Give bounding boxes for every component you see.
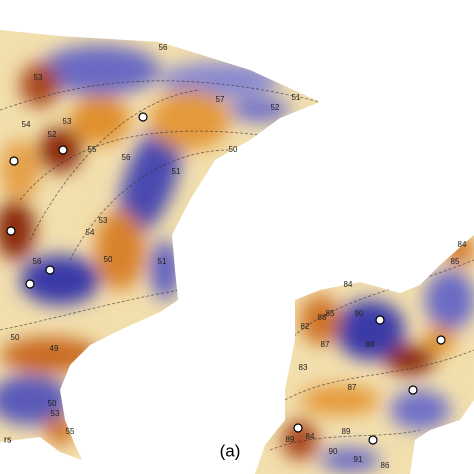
contour-label: 54 xyxy=(22,120,31,129)
contour-label: 51 xyxy=(158,257,167,266)
contour-label: 89 xyxy=(286,435,295,444)
panel-label: (a) xyxy=(220,441,241,460)
contour-label: 86 xyxy=(381,461,390,470)
contour-label: 84 xyxy=(458,240,467,249)
contour-label: 89 xyxy=(342,427,351,436)
site-marker xyxy=(6,226,16,236)
contour-label: 50 xyxy=(48,399,57,408)
contour-label: 54 xyxy=(86,228,95,237)
contour-label: 90 xyxy=(355,309,364,318)
site-marker xyxy=(408,385,418,395)
site-marker xyxy=(375,315,385,325)
contour-label: 87 xyxy=(321,340,330,349)
contour-label: 51 xyxy=(292,93,301,102)
contour-label: 85 xyxy=(326,309,335,318)
contour-label: 52 xyxy=(271,103,280,112)
site-marker xyxy=(293,423,303,433)
contour-label: 57 xyxy=(216,95,225,104)
site-marker xyxy=(45,265,55,275)
contour-label: 50 xyxy=(104,255,113,264)
contour-label: 55 xyxy=(88,145,97,154)
contour-label: 88 xyxy=(366,340,375,349)
contour-label: 51 xyxy=(172,167,181,176)
contour-label: 85 xyxy=(451,257,460,266)
contour-label: 84 xyxy=(306,432,315,441)
contour-label: 53 xyxy=(63,117,72,126)
contour-label: 56 xyxy=(122,153,131,162)
contour-label: 53 xyxy=(99,216,108,225)
contour-label: 91 xyxy=(354,455,363,464)
contour-label: 49 xyxy=(50,344,59,353)
contour-label: 90 xyxy=(329,447,338,456)
contour-label: 53 xyxy=(34,73,43,82)
contour-label: 56 xyxy=(159,43,168,52)
contour-label: 82 xyxy=(301,322,310,331)
contour-label: 84 xyxy=(344,280,353,289)
contour-label: 52 xyxy=(48,130,57,139)
contour-label: 83 xyxy=(299,363,308,372)
right-map xyxy=(255,235,474,474)
markers xyxy=(6,112,446,445)
site-marker xyxy=(9,156,19,166)
contour-label: 53 xyxy=(51,409,60,418)
contour-label: 56 xyxy=(33,257,42,266)
site-marker xyxy=(368,435,378,445)
fragment-text: rs xyxy=(4,434,12,444)
contour-label: 88 xyxy=(318,313,327,322)
site-marker xyxy=(436,335,446,345)
site-marker xyxy=(25,279,35,289)
site-marker xyxy=(138,112,148,122)
contour-label: 55 xyxy=(66,427,75,436)
contour-label: 50 xyxy=(11,333,20,342)
contour-label: 87 xyxy=(348,383,357,392)
contour-label: 50 xyxy=(229,145,238,154)
site-marker xyxy=(58,145,68,155)
